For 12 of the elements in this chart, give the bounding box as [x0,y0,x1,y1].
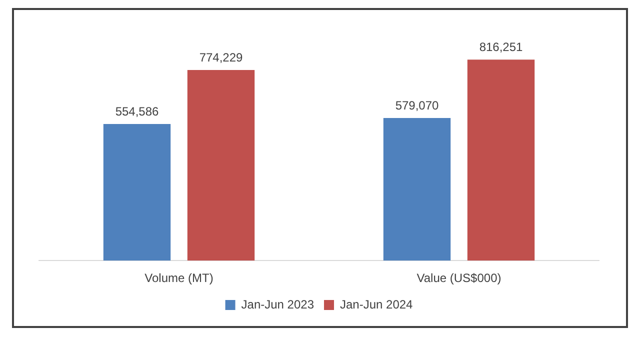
bar [187,70,255,261]
legend-label: Jan-Jun 2023 [241,297,314,312]
legend-label: Jan-Jun 2024 [340,297,414,312]
data-label: 554,586 [115,104,160,118]
bar [103,124,171,261]
data-label: 774,229 [199,50,244,64]
data-label: 816,251 [479,40,524,54]
bar [467,60,535,261]
x-tick-label: Value (US$000) [416,271,502,286]
x-tick-label: Volume (MT) [144,271,214,286]
data-label: 579,070 [395,98,440,112]
bar [383,118,451,261]
